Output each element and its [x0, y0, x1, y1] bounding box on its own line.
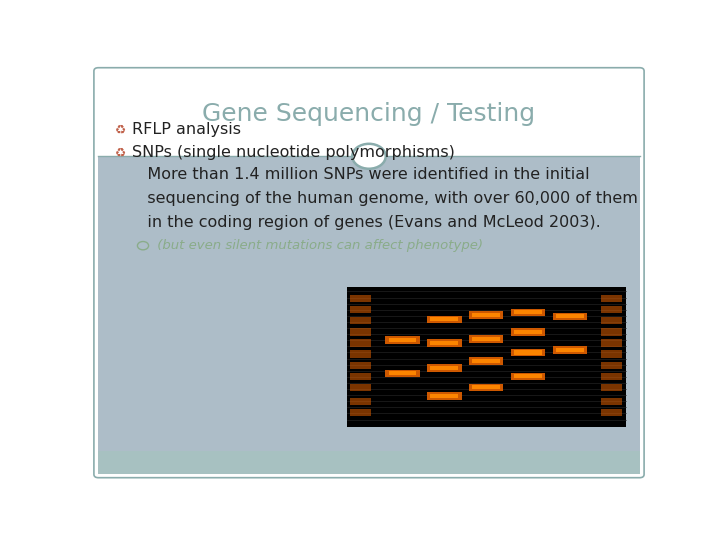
- Bar: [514, 310, 542, 314]
- Text: ♻: ♻: [115, 123, 126, 136]
- Bar: [601, 398, 622, 405]
- Text: Gene Sequencing / Testing: Gene Sequencing / Testing: [202, 102, 536, 126]
- Bar: [472, 386, 500, 389]
- Bar: [601, 409, 622, 416]
- Bar: [510, 373, 545, 380]
- Bar: [601, 295, 622, 302]
- Bar: [350, 384, 372, 392]
- Bar: [601, 339, 622, 347]
- Bar: [601, 306, 622, 313]
- FancyBboxPatch shape: [94, 68, 644, 478]
- Bar: [510, 328, 545, 335]
- Text: SNPs (single nucleotide polymorphisms): SNPs (single nucleotide polymorphisms): [132, 145, 455, 160]
- Text: ♻: ♻: [115, 146, 126, 159]
- Text: sequencing of the human genome, with over 60,000 of them: sequencing of the human genome, with ove…: [132, 191, 638, 206]
- Bar: [469, 357, 503, 365]
- Bar: [99, 71, 639, 156]
- Bar: [389, 372, 416, 375]
- Bar: [431, 341, 459, 345]
- Bar: [427, 315, 462, 323]
- Bar: [350, 339, 372, 347]
- Bar: [472, 313, 500, 317]
- Bar: [427, 392, 462, 400]
- Bar: [350, 361, 372, 369]
- Bar: [510, 308, 545, 316]
- Bar: [469, 384, 503, 392]
- Bar: [431, 366, 459, 370]
- Bar: [350, 350, 372, 358]
- Bar: [350, 373, 372, 380]
- Bar: [552, 346, 588, 354]
- Bar: [389, 338, 416, 342]
- Bar: [431, 317, 459, 321]
- Text: RFLP analysis: RFLP analysis: [132, 122, 241, 137]
- Bar: [552, 313, 588, 320]
- Bar: [514, 350, 542, 355]
- Bar: [350, 295, 372, 302]
- Bar: [601, 373, 622, 380]
- Bar: [514, 374, 542, 379]
- Bar: [601, 317, 622, 325]
- Bar: [385, 370, 420, 377]
- Bar: [556, 314, 584, 319]
- Bar: [601, 361, 622, 369]
- Bar: [469, 335, 503, 342]
- Circle shape: [352, 144, 386, 168]
- Bar: [427, 339, 462, 347]
- Text: (but even silent mutations can affect phenotype): (but even silent mutations can affect ph…: [153, 239, 483, 252]
- Bar: [99, 451, 639, 474]
- Bar: [472, 359, 500, 363]
- Bar: [556, 348, 584, 352]
- Bar: [99, 156, 639, 451]
- Bar: [350, 409, 372, 416]
- Bar: [472, 336, 500, 341]
- Bar: [601, 384, 622, 392]
- Bar: [514, 329, 542, 334]
- Bar: [350, 306, 372, 313]
- Bar: [431, 394, 459, 398]
- Bar: [350, 317, 372, 325]
- Bar: [385, 336, 420, 344]
- Bar: [601, 350, 622, 358]
- Bar: [510, 349, 545, 356]
- Text: in the coding region of genes (Evans and McLeod 2003).: in the coding region of genes (Evans and…: [132, 215, 600, 230]
- Bar: [350, 398, 372, 405]
- Text: More than 1.4 million SNPs were identified in the initial: More than 1.4 million SNPs were identifi…: [132, 167, 590, 183]
- Bar: [601, 328, 622, 335]
- Bar: [350, 328, 372, 335]
- Bar: [347, 287, 626, 427]
- Bar: [427, 364, 462, 372]
- Bar: [469, 312, 503, 319]
